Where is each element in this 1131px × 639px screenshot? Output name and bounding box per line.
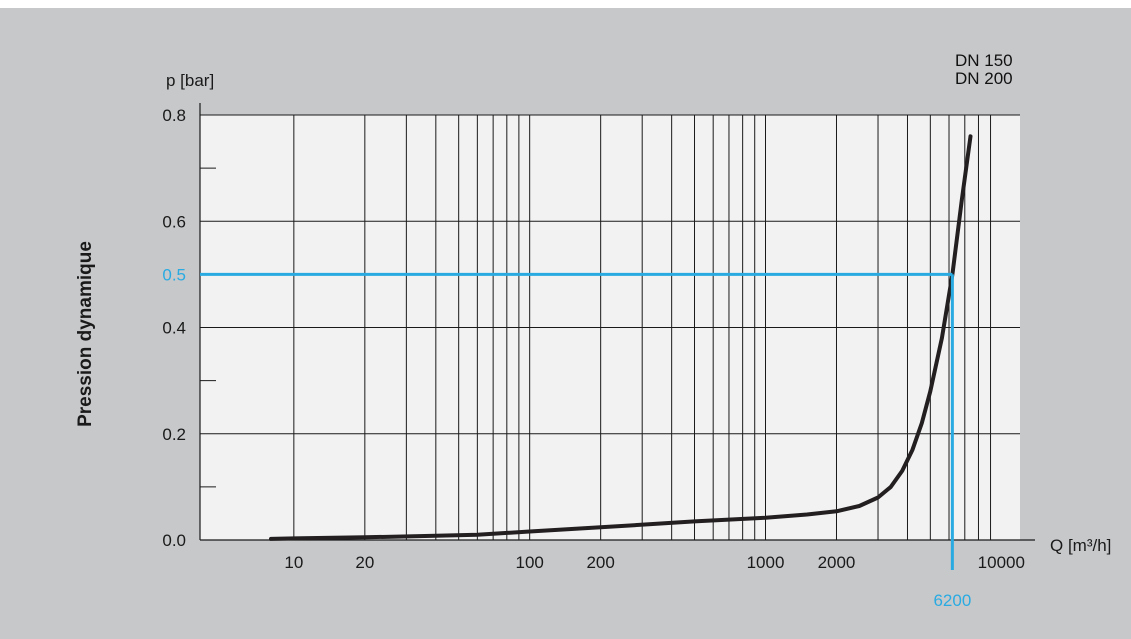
annotation-y-label: 0.5: [162, 265, 186, 284]
x-axis-label: Q [m³/h]: [1050, 536, 1112, 555]
y-tick-label: 0.0: [162, 531, 186, 550]
legend: DN 150 DN 200: [955, 52, 1013, 88]
axes: [199, 103, 1035, 541]
y-axis-label: p [bar]: [166, 71, 215, 90]
annotation-x-label: 6200: [933, 591, 971, 610]
x-tick-label: 20: [355, 553, 374, 572]
y-tick-label: 0.4: [162, 319, 186, 338]
tick-labels: 0.0 0.2 0.4 0.6 0.8 10 20 100 200 1000 2000 10000: [162, 106, 1025, 572]
x-tick-label: 1000: [747, 553, 785, 572]
y-tick-label: 0.8: [162, 106, 186, 125]
chart-plot: 0.5 6200 0.0 0.2 0.4 0.6 0.8 10 20 100 200 1000 200…: [162, 103, 1035, 610]
chart-panel: 0.5 6200 0.0 0.2 0.4 0.6 0.8 10 20 100 200 1000 200…: [0, 8, 1131, 639]
x-tick-label: 10000: [978, 553, 1025, 572]
series-layer: [269, 134, 973, 541]
annotation-layer: 0.5 6200: [162, 265, 971, 610]
y-tick-label: 0.6: [162, 212, 186, 231]
x-tick-label: 10: [284, 553, 303, 572]
legend-item-dn150: DN 150: [955, 51, 1013, 70]
x-tick-label: 100: [515, 553, 543, 572]
y-tick-label: 0.2: [162, 425, 186, 444]
x-tick-label: 2000: [818, 553, 856, 572]
y-axis-title: Pression dynamique: [75, 241, 96, 427]
legend-item-dn200: DN 200: [955, 69, 1013, 88]
series-line: [269, 134, 973, 541]
x-tick-label: 200: [586, 553, 614, 572]
